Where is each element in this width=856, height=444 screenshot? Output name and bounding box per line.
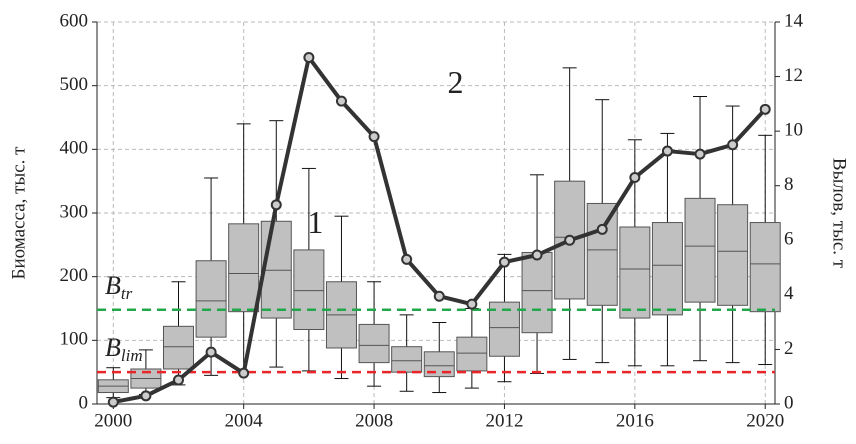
x-tick-label: 2020 xyxy=(746,410,784,431)
y2-tick-label: 4 xyxy=(784,283,794,304)
box xyxy=(195,260,227,338)
y-tick-label: 600 xyxy=(60,10,89,31)
catch-point xyxy=(694,148,706,160)
box xyxy=(488,301,520,357)
reference-label-sub: lim xyxy=(121,346,143,365)
catch-point xyxy=(270,199,282,211)
y2-tick-label: 8 xyxy=(784,174,794,195)
catch-point xyxy=(596,223,608,235)
box xyxy=(717,204,749,306)
catch-point xyxy=(238,367,250,379)
box xyxy=(358,323,390,364)
catch-point xyxy=(629,172,641,184)
reference-label: Blim xyxy=(105,333,143,365)
annotation: 1 xyxy=(307,204,323,240)
y-tick-label: 300 xyxy=(60,201,89,222)
catch-point xyxy=(140,390,152,402)
box xyxy=(749,222,781,313)
catch-point xyxy=(303,51,315,63)
catch-point xyxy=(401,253,413,265)
x-tick-label: 2008 xyxy=(355,410,393,431)
box xyxy=(228,223,260,313)
y2-tick-label: 0 xyxy=(784,392,794,413)
x-tick-label: 2004 xyxy=(225,410,264,431)
box xyxy=(619,226,651,319)
catch-point xyxy=(433,290,445,302)
y2-tick-label: 6 xyxy=(784,229,794,250)
reference-label-main: B xyxy=(105,271,121,300)
y-tick-label: 500 xyxy=(60,74,89,95)
y2-tick-label: 2 xyxy=(784,338,794,359)
y-tick-label: 100 xyxy=(60,329,89,350)
box xyxy=(260,220,292,319)
x-tick-label: 2012 xyxy=(485,410,523,431)
y2-tick-label: 10 xyxy=(784,120,803,141)
reference-label-main: B xyxy=(105,333,121,362)
y-tick-label: 400 xyxy=(60,138,89,159)
box xyxy=(162,325,194,370)
box xyxy=(391,346,423,373)
catch-point xyxy=(172,374,184,386)
reference-label: Btr xyxy=(105,271,133,303)
box xyxy=(684,197,716,303)
catch-point xyxy=(107,396,119,408)
y2-tick-label: 14 xyxy=(784,10,804,31)
y-tick-label: 200 xyxy=(60,265,89,286)
box xyxy=(521,251,553,334)
catch-point xyxy=(661,145,673,157)
catch-point xyxy=(466,298,478,310)
catch-point xyxy=(368,131,380,143)
catch-point xyxy=(498,256,510,268)
catch-point xyxy=(759,103,771,115)
catch-point xyxy=(205,346,217,358)
box xyxy=(423,351,455,378)
y2-axis-label: Вылов, тыс. т xyxy=(829,158,850,269)
reference-label-sub: tr xyxy=(121,284,133,303)
box xyxy=(651,222,683,316)
x-tick-label: 2016 xyxy=(616,410,654,431)
y-axis-label: Биомасса, тыс. т xyxy=(8,146,29,280)
catch-point xyxy=(727,139,739,151)
catch-point xyxy=(564,234,576,246)
catch-point xyxy=(531,249,543,261)
box xyxy=(456,336,488,372)
x-tick-label: 2000 xyxy=(94,410,132,431)
annotation: 2 xyxy=(448,64,464,100)
y2-tick-label: 12 xyxy=(784,65,803,86)
y-tick-label: 0 xyxy=(79,392,89,413)
box xyxy=(586,202,618,306)
catch-point xyxy=(335,95,347,107)
box xyxy=(293,249,325,331)
